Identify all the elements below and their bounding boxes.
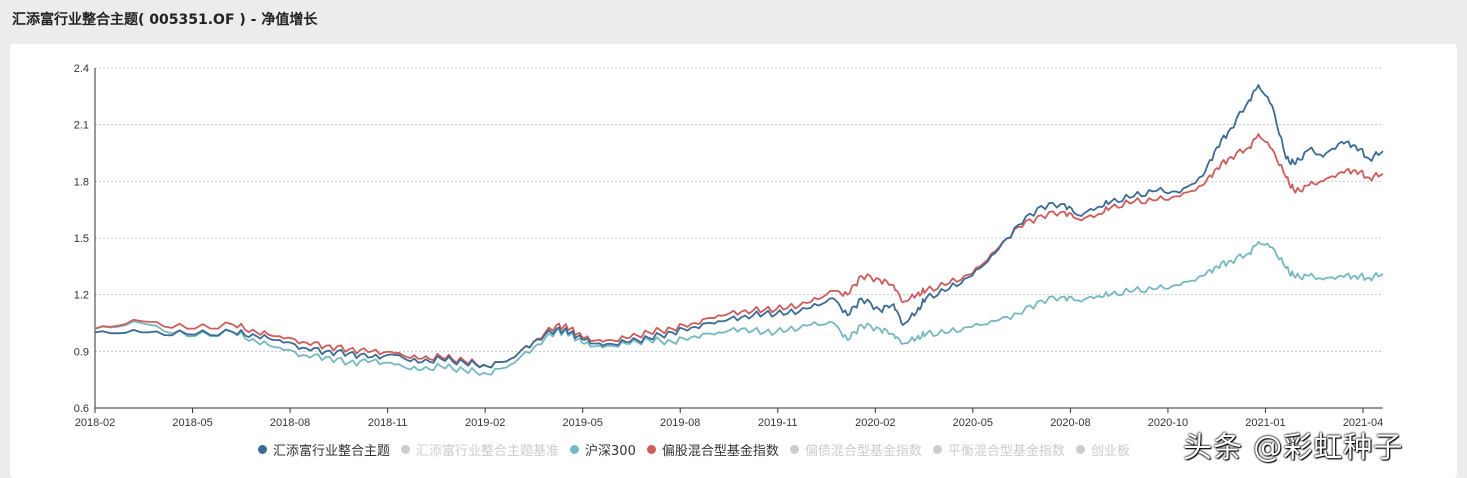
legend-label: 偏债混合型基金指数 — [804, 444, 922, 459]
series-lines — [94, 84, 1384, 376]
series-line — [94, 240, 1384, 376]
x-tick-label: 2019-08 — [660, 417, 700, 429]
x-tick-label: 2018-08 — [270, 417, 310, 429]
legend-dot-icon — [932, 445, 942, 454]
legend-item-chinext[interactable]: 创业板 — [1075, 440, 1130, 459]
x-tick-label: 2018-02 — [75, 417, 115, 429]
chart-legend: 汇添富行业整合主题 汇添富行业整合主题基准 沪深300 偏股混合型基金指数 偏债… — [258, 440, 1141, 459]
legend-item-balanced-hybrid-index[interactable]: 平衡混合型基金指数 — [932, 440, 1065, 459]
x-tick-label: 2021-04 — [1343, 417, 1383, 429]
x-tick-label: 2020-02 — [855, 417, 895, 429]
legend-item-fund-benchmark[interactable]: 汇添富行业整合主题基准 — [401, 440, 559, 459]
legend-dot-icon — [646, 445, 656, 454]
legend-dot-icon — [258, 445, 267, 454]
x-tick-label: 2020-10 — [1148, 417, 1188, 429]
y-tick-label: 0.9 — [74, 346, 89, 358]
line-chart: 0.6 0.9 1.2 1.5 1.8 2.1 2.4 2018-02 2018-05 2018-… — [74, 63, 1384, 429]
legend-item-fund[interactable]: 汇添富行业整合主题 — [258, 440, 390, 459]
x-tick-label: 2019-11 — [758, 417, 798, 429]
legend-label: 沪深300 — [585, 444, 636, 459]
x-tick-label: 2019-05 — [563, 417, 603, 429]
x-tick-label: 2019-02 — [465, 417, 505, 429]
y-tick-label: 1.5 — [74, 233, 89, 245]
grid-lines — [95, 67, 1383, 409]
legend-item-equity-hybrid-index[interactable]: 偏股混合型基金指数 — [646, 440, 779, 459]
x-tick-label: 2020-08 — [1050, 417, 1090, 429]
watermark-text: 头条 @彩虹种子 — [1183, 430, 1404, 464]
legend-label: 偏股混合型基金指数 — [661, 444, 779, 459]
legend-item-bond-hybrid-index[interactable]: 偏债混合型基金指数 — [789, 440, 922, 459]
legend-label: 平衡混合型基金指数 — [947, 444, 1065, 459]
axes: 0.6 0.9 1.2 1.5 1.8 2.1 2.4 2018-02 2018-05 2018-… — [74, 63, 1383, 429]
chart-panel: 0.6 0.9 1.2 1.5 1.8 2.1 2.4 2018-02 2018-05 2018-… — [10, 44, 1457, 478]
legend-dot-icon — [401, 445, 411, 454]
y-tick-label: 2.1 — [74, 120, 89, 132]
y-tick-label: 1.8 — [74, 176, 89, 188]
legend-dot-icon — [1075, 445, 1085, 454]
legend-label: 汇添富行业整合主题基准 — [416, 444, 560, 459]
x-tick-label: 2018-11 — [368, 417, 408, 429]
legend-item-csi300[interactable]: 沪深300 — [570, 440, 636, 459]
legend-label: 创业板 — [1090, 444, 1130, 459]
legend-label: 汇添富行业整合主题 — [273, 444, 391, 459]
x-tick-label: 2018-05 — [172, 417, 212, 429]
legend-dot-icon — [789, 445, 799, 454]
page-title: 汇添富行业整合主题( 005351.OF ) - 净值增长 — [12, 12, 318, 28]
series-line — [94, 84, 1384, 369]
legend-dot-icon — [570, 445, 580, 454]
y-tick-label: 1.2 — [74, 290, 89, 302]
y-tick-label: 0.6 — [74, 403, 89, 415]
series-line — [94, 133, 1384, 369]
x-tick-label: 2020-05 — [953, 417, 993, 429]
y-tick-label: 2.4 — [74, 63, 89, 75]
x-tick-label: 2021-01 — [1245, 417, 1285, 429]
